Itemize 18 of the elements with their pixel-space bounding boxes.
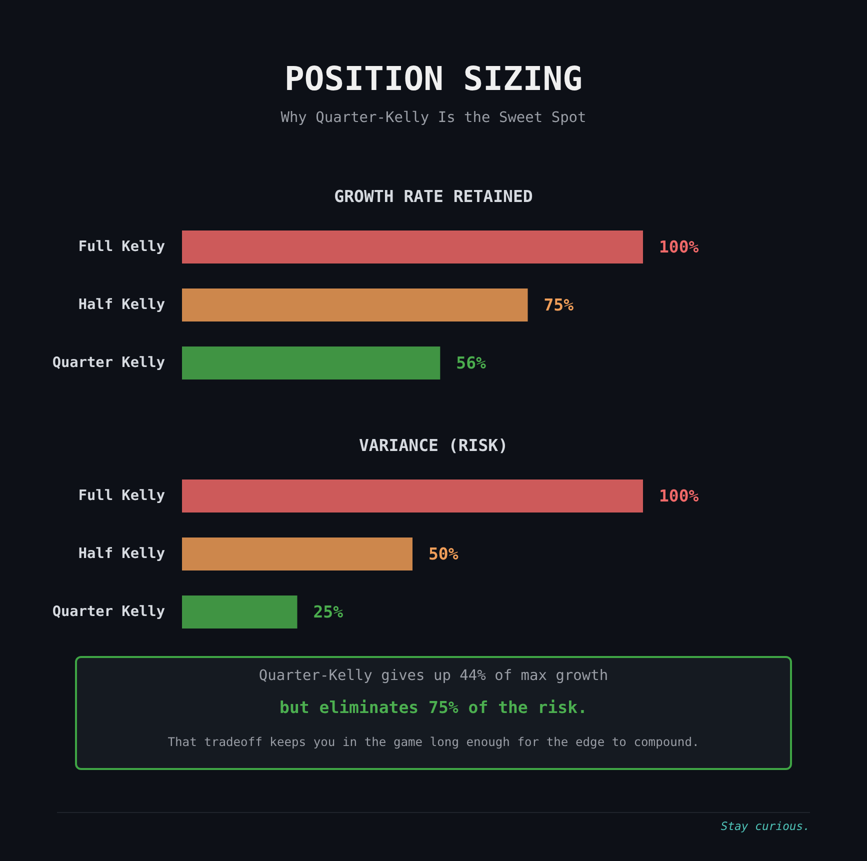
- y-tick-label: Half Kelly: [78, 546, 166, 562]
- y-tick-label: Half Kelly: [78, 297, 166, 313]
- callout-box: Quarter-Kelly gives up 44% of max growth but eliminates 75% of the risk. That tradeoff keeps you in the game long enough for the edge to compound.: [75, 656, 792, 770]
- data-label: 100%: [659, 238, 699, 256]
- data-label: 25%: [313, 602, 344, 622]
- data-label: 75%: [544, 296, 574, 314]
- data-label: 56%: [456, 354, 486, 372]
- text: POSITION SIZING: [284, 59, 583, 99]
- y-tick-label: Full Kelly: [78, 488, 166, 504]
- y-tick-label: Quarter Kelly: [52, 604, 166, 620]
- data-label: 50%: [428, 544, 458, 564]
- y-tick-label: Full Kelly: [78, 239, 166, 255]
- chart-title: GROWTH RATE RETAINED: [334, 187, 533, 206]
- y-tick-label: Quarter Kelly: [52, 355, 166, 371]
- text: Stay curious.: [720, 818, 810, 834]
- chart-title: VARIANCE (RISK): [358, 436, 508, 455]
- data-label: 100%: [659, 486, 699, 506]
- text: Why Quarter-Kelly Is the Sweet Spot: [280, 109, 586, 128]
